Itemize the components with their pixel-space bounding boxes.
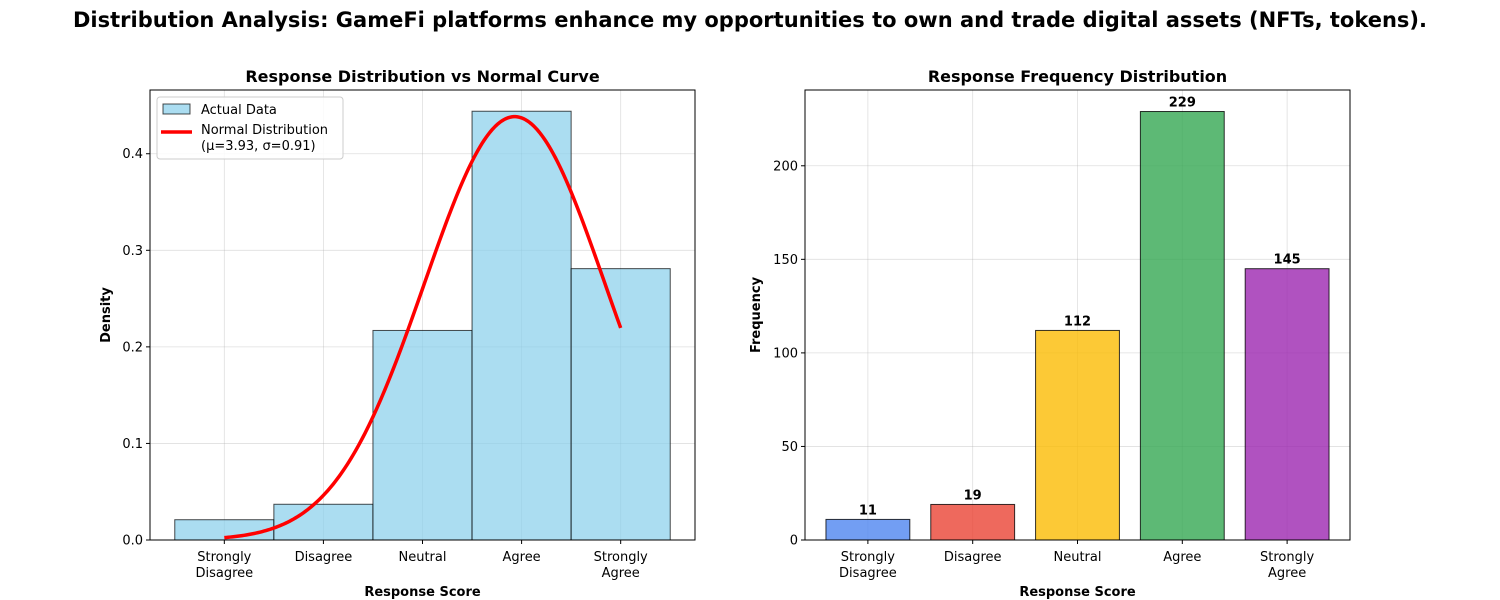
c2-bar — [1139, 111, 1225, 541]
c2-ytick-label: 200 — [773, 159, 798, 174]
c2-data-label: 229 — [1169, 96, 1196, 111]
c1-xtick-label: Strongly Agree — [594, 550, 648, 581]
c1-bar — [570, 268, 671, 541]
c2-xtick-label: Strongly Disagree — [839, 550, 897, 581]
figure-title: Distribution Analysis: GameFi platforms … — [73, 8, 1427, 32]
c2-xlabel: Response Score — [1019, 585, 1136, 600]
c2-data-label: 112 — [1064, 314, 1091, 329]
c2-bar — [825, 518, 911, 541]
c2-title: Response Frequency Distribution — [928, 67, 1227, 86]
c2-ytick-label: 150 — [773, 253, 798, 268]
c1-bar — [372, 329, 473, 541]
c2-data-label: 145 — [1274, 253, 1301, 268]
c2-xtick-label: Agree — [1163, 550, 1201, 565]
c2-xtick-label: Neutral — [1054, 550, 1102, 565]
c1-legend-swatch-bar — [162, 103, 191, 115]
c2-xtick-label: Strongly Agree — [1260, 550, 1314, 581]
c1-normal-curve — [224, 114, 623, 540]
c1-ylabel: Density — [99, 287, 114, 343]
c1-ytick-label: 0.2 — [122, 340, 143, 355]
c1-ytick-label: 0.0 — [122, 534, 143, 549]
c2-bar — [930, 503, 1016, 541]
c2-ytick-label: 0 — [790, 534, 798, 549]
c1-xlabel: Response Score — [364, 585, 481, 600]
c2-data-label: 19 — [964, 488, 982, 503]
c2-xtick-label: Disagree — [944, 550, 1002, 565]
c2-data-label: 11 — [859, 503, 877, 518]
c2-ytick-label: 50 — [781, 440, 798, 455]
c1-ytick-label: 0.1 — [122, 437, 143, 452]
c1-title: Response Distribution vs Normal Curve — [245, 67, 599, 86]
c1-xtick-label: Neutral — [399, 550, 447, 565]
c1-xtick-label: Disagree — [295, 550, 353, 565]
c1-bar — [471, 110, 572, 541]
c1-ytick-label: 0.3 — [122, 244, 143, 259]
c1-legend-label-normal: Normal Distribution (μ=3.93, σ=0.91) — [201, 123, 328, 154]
c1-legend-label-actual: Actual Data — [201, 103, 277, 118]
c2-bar — [1035, 329, 1120, 541]
c1-xtick-label: Agree — [502, 550, 540, 565]
c2-bar — [1244, 268, 1330, 541]
c1-ytick-label: 0.4 — [122, 147, 143, 162]
c2-ylabel: Frequency — [749, 276, 764, 353]
c1-legend-box — [156, 96, 344, 160]
c1-xtick-label: Strongly Disagree — [195, 550, 253, 581]
c2-ytick-label: 100 — [773, 346, 798, 361]
